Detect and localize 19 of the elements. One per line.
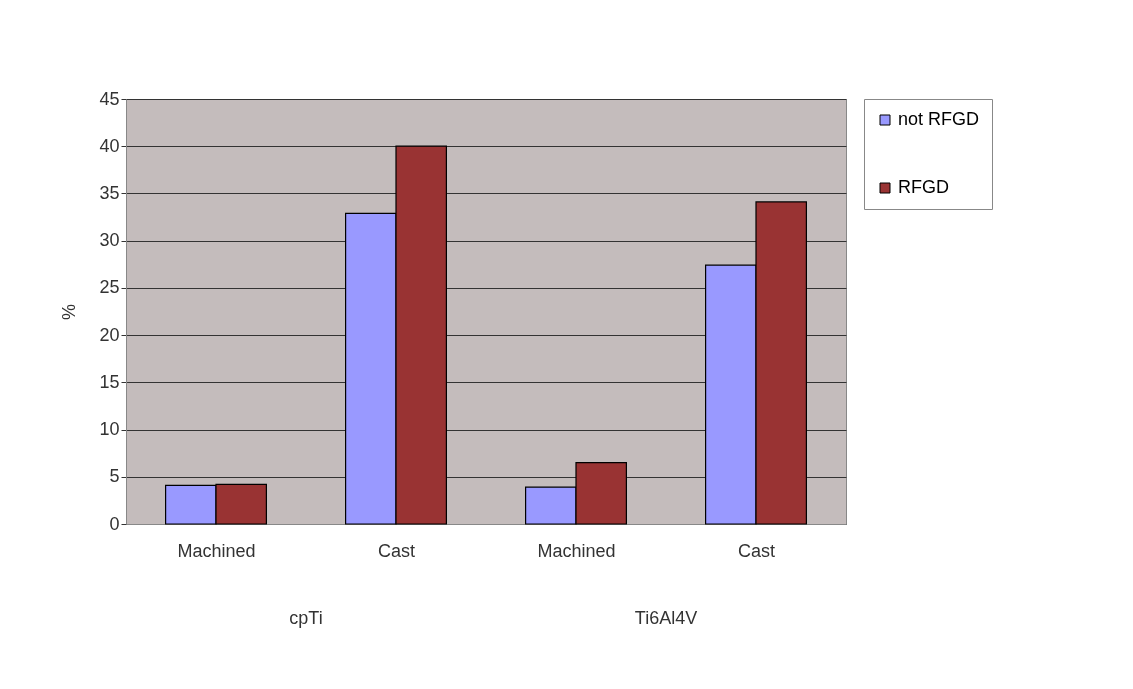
x-tick-label: Machined — [537, 540, 616, 561]
text: Ti6Al4V — [634, 608, 698, 628]
y-tick-label: 45 — [99, 88, 120, 109]
y-tick-label: 15 — [99, 371, 120, 392]
y-tick-label: 5 — [109, 466, 120, 487]
y-tick-label: 30 — [99, 230, 120, 251]
legend-label: RFGD — [898, 177, 949, 197]
x-tick-label: Cast — [377, 540, 416, 561]
y-tick-label: 0 — [109, 513, 120, 534]
x-tick-label: Machined — [177, 540, 256, 561]
x-tick-label: Cast — [737, 540, 776, 561]
text: cpTi — [289, 608, 323, 628]
y-tick-label: 20 — [99, 324, 120, 345]
legend-label: not RFGD — [898, 109, 980, 129]
y-axis-title: % — [59, 303, 80, 321]
y-tick-label: 25 — [99, 277, 120, 298]
y-tick-label: 35 — [99, 182, 120, 203]
y-tick-label: 10 — [99, 419, 120, 440]
y-tick-label: 40 — [99, 135, 120, 156]
